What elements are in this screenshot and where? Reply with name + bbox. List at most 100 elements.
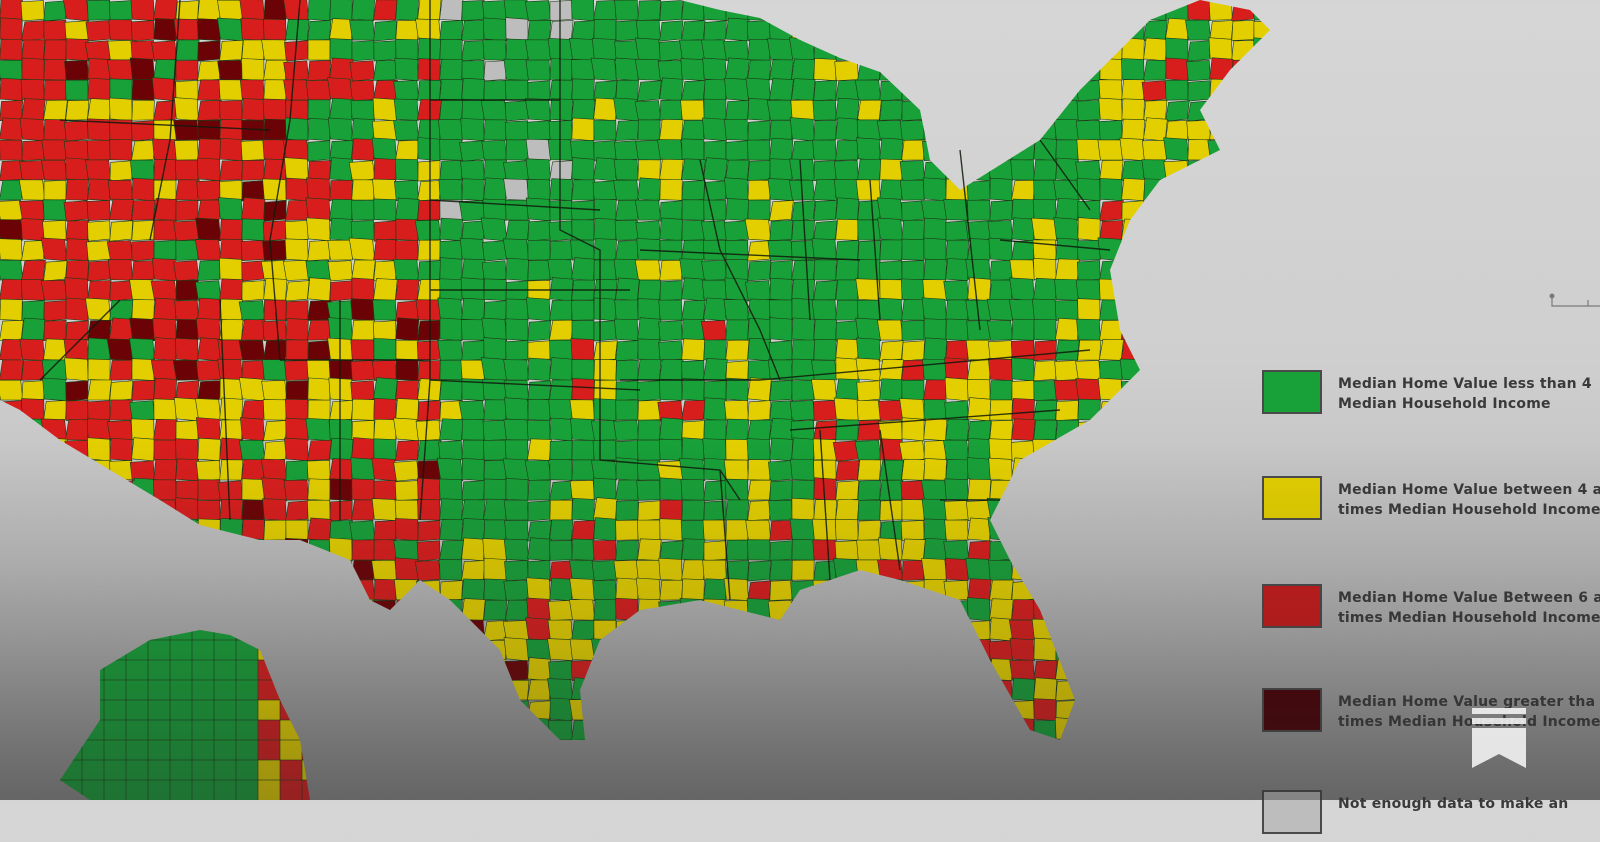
county-cell: [1143, 600, 1168, 622]
county-cell: [570, 0, 595, 22]
county-cell: [395, 619, 420, 641]
county-cell: [1032, 298, 1057, 321]
county-cell: [923, 579, 947, 601]
county-cell: [857, 0, 882, 21]
county-cell: [1121, 700, 1145, 722]
county-cell: [549, 539, 573, 561]
county-cell: [900, 39, 925, 61]
county-cell: [747, 659, 771, 681]
county-cell: [703, 678, 727, 701]
county-cell: [964, 717, 992, 740]
county-cell: [109, 460, 133, 481]
county-cell: [1187, 520, 1211, 542]
county-cell: [833, 558, 860, 581]
county-cell: [593, 19, 617, 41]
county-cell: [615, 57, 639, 82]
county-cell: [1165, 579, 1190, 601]
county-cell: [1230, 118, 1255, 141]
county-cell: [240, 240, 265, 261]
county-cell: [723, 118, 749, 141]
county-cell: [681, 80, 706, 102]
county-cell: [943, 439, 970, 461]
county-cell: [791, 78, 816, 101]
county-cell: [1009, 659, 1036, 681]
county-cell: [724, 77, 749, 102]
county-cell: [1121, 98, 1145, 121]
county-cell: [40, 237, 68, 262]
county-cell: [153, 219, 177, 241]
county-cell: [169, 699, 194, 722]
county-cell: [147, 679, 172, 702]
county-cell: [569, 577, 596, 602]
county-cell: [461, 40, 486, 62]
county-cell: [1165, 120, 1190, 141]
county-cell: [725, 57, 750, 82]
county-cell: [1276, 198, 1298, 221]
county-cell: [373, 397, 397, 422]
county-cell: [87, 358, 111, 381]
county-cell: [125, 699, 150, 722]
county-cell: [439, 719, 463, 740]
county-cell: [0, 718, 24, 740]
county-cell: [285, 617, 309, 642]
county-cell: [125, 779, 150, 800]
county-cell: [1231, 0, 1256, 22]
county-cell: [219, 40, 244, 61]
county-cell: [415, 580, 441, 602]
county-cell: [109, 299, 134, 321]
county-cell: [1121, 240, 1146, 261]
county-cell: [348, 619, 376, 641]
county-cell: [301, 699, 310, 722]
county-cell: [107, 259, 133, 281]
county-cell: [213, 630, 238, 642]
county-cell: [1143, 659, 1168, 681]
county-cell: [549, 319, 574, 341]
county-cell: [153, 377, 177, 402]
county-cell: [613, 179, 640, 201]
county-cell: [769, 277, 793, 302]
county-cell: [944, 160, 969, 182]
county-cell: [153, 59, 178, 81]
county-cell: [64, 520, 89, 542]
legend-item-no-data: Not enough data to make an: [1262, 790, 1600, 842]
county-cell: [0, 59, 23, 81]
county-cell: [103, 779, 128, 800]
county-cell: [723, 220, 749, 242]
county-cell: [1231, 239, 1255, 261]
county-cell: [282, 260, 310, 281]
county-cell: [1077, 440, 1101, 462]
county-cell: [1033, 18, 1057, 41]
county-cell: [1141, 677, 1168, 702]
county-cell: [769, 580, 793, 601]
county-cell: [615, 399, 639, 421]
legend-label: Median Home Value less than 4 Median Hou…: [1338, 376, 1592, 412]
county-cell: [703, 339, 727, 361]
county-cell: [41, 139, 68, 161]
bookmark-button[interactable]: [1470, 706, 1528, 770]
county-cell: [703, 578, 728, 601]
county-cell: [901, 580, 925, 602]
county-cell: [659, 178, 683, 201]
county-cell: [834, 540, 859, 562]
county-cell: [21, 20, 46, 42]
county-cell: [417, 680, 442, 702]
county-cell: [21, 439, 46, 461]
county-cell: [62, 0, 90, 22]
county-cell: [879, 660, 903, 681]
county-cell: [261, 380, 288, 401]
county-cell: [657, 139, 684, 161]
county-cell: [637, 538, 662, 561]
county-cell: [857, 739, 882, 740]
county-cell: [103, 699, 128, 722]
county-cell: [700, 739, 728, 740]
county-cell: [109, 97, 133, 122]
county-cell: [943, 280, 970, 301]
county-cell: [279, 719, 304, 742]
county-cell: [659, 0, 683, 22]
county-cell: [235, 659, 260, 682]
county-cell: [0, 117, 24, 142]
county-cell: [1033, 99, 1057, 121]
county-cell: [1121, 480, 1146, 502]
county-cell: [967, 478, 992, 501]
county-cell: [262, 320, 287, 342]
